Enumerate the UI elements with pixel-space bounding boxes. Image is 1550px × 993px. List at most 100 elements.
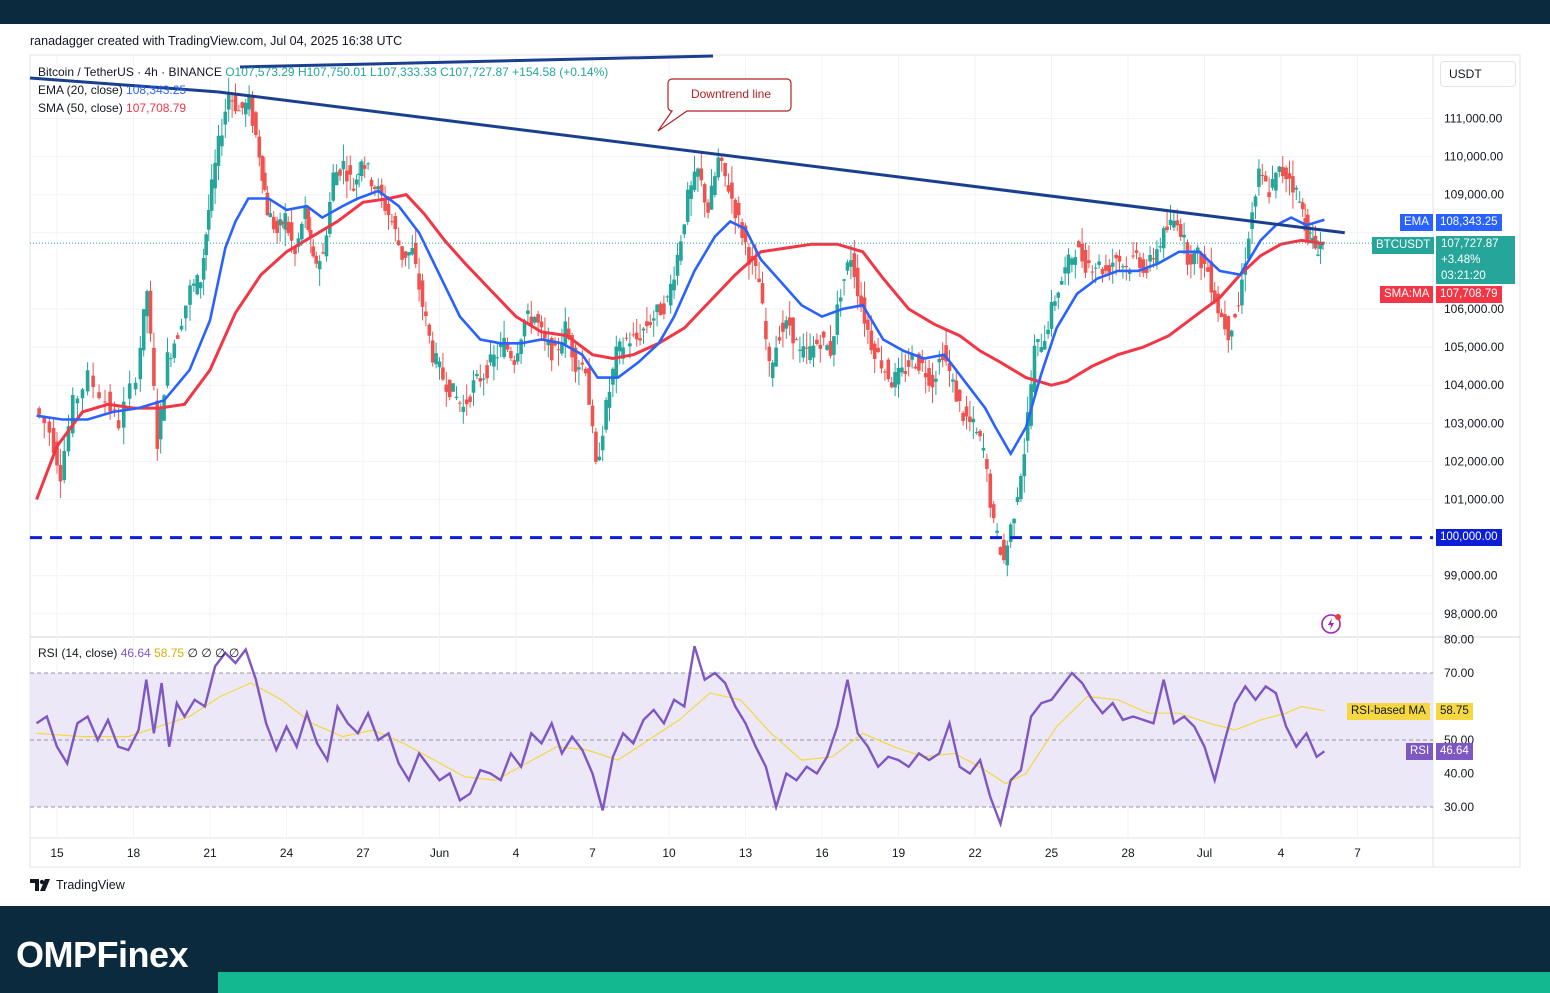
candle-body [940,355,945,361]
candle-body [424,311,428,317]
candle-body [1236,305,1241,307]
candle-body [485,365,489,379]
candle-body [1212,290,1217,302]
candle-body [379,184,384,196]
candle-body [1042,340,1047,350]
candle-body [522,320,527,337]
sma-legend-label: SMA (50, close) [38,101,123,115]
candle-body [968,416,972,422]
candle-body [1185,242,1190,265]
candle-body [917,353,921,371]
candle-body [296,238,301,247]
candle-body [532,316,537,323]
candle-body [351,188,356,191]
candle-body [903,370,908,374]
candle-body [655,304,659,313]
candle-body [777,337,782,341]
candle-body [386,203,391,216]
time-tick-label: 10 [662,846,676,860]
candle-body [1253,196,1258,207]
rsi-tick-label: 80.00 [1444,633,1474,647]
sma-legend-value: 107,708.79 [126,101,187,115]
candle-body [838,297,843,302]
flash-icon[interactable] [1321,614,1341,634]
candle-body [825,345,829,350]
candle-body [369,179,374,187]
candle-body [103,401,107,403]
candle-body [1274,172,1278,191]
candle-body [1223,314,1227,330]
downtrend-line [217,90,1345,235]
candle-body [468,396,472,403]
candle-body [58,465,63,482]
candle-body [188,285,192,305]
candle-body [529,316,534,325]
candle-body [964,406,969,417]
candle-body [645,321,649,327]
candle-body [314,255,319,264]
candle-body [730,182,734,199]
candle-body [331,172,336,201]
candle-body [590,405,595,427]
candle-body [324,235,329,257]
candle-body [179,325,184,330]
price-tick-label: 106,000.00 [1444,302,1504,316]
candle-body [1138,257,1142,268]
sma-value-tag: 107,708.79 [1436,286,1502,303]
time-tick-label: 21 [203,846,217,860]
candle-body [141,309,146,351]
ema-name-tag: EMA [1400,214,1433,231]
candle-body [451,383,455,392]
candle-body [80,389,85,399]
candle-body [1121,266,1125,268]
time-tick-label: 19 [892,846,906,860]
ohlc-low: L107,333.33 [370,65,437,79]
candle-body [747,247,751,265]
candle-body [781,322,785,332]
candle-body [334,172,339,186]
price-tick-label: 105,000.00 [1444,340,1504,354]
candle-body [247,95,251,110]
candle-body [311,246,316,257]
candle-body [1005,545,1010,566]
candle-body [577,367,581,370]
candle-body [240,102,245,109]
rsi-ma-line [36,682,1325,785]
candle-body [1080,243,1084,262]
candle-body [560,342,564,354]
candle-body [230,100,234,102]
candle-body [1015,497,1020,503]
price-tick-label: 102,000.00 [1444,454,1504,468]
candle-body [1141,259,1146,273]
candle-body [1318,244,1323,249]
candle-body [1012,518,1016,524]
time-tick-label: Jul [1197,846,1212,860]
candle-body [549,337,554,361]
candle-body [665,296,670,298]
candle-body [97,392,101,399]
footer-accent-bar [218,972,1550,993]
ema-legend-label: EMA (20, close) [38,83,123,97]
candle-body [594,431,598,462]
candle-body [441,367,445,380]
candle-body [634,332,639,340]
tradingview-logo[interactable]: TradingView [30,878,125,892]
candle-body [1124,266,1129,268]
candle-body [1110,262,1115,267]
candle-body [1151,258,1156,260]
currency-button[interactable]: USDT [1440,61,1516,87]
candle-body [1287,173,1292,179]
candle-body [390,221,394,223]
candle-body [213,162,217,189]
price-chart[interactable]: 111,000.00 110,000.00 109,000.00 106,000.00… [0,0,1550,880]
candle-body [338,169,342,176]
price-tick-label: 104,000.00 [1444,378,1504,392]
candle-body [719,157,724,161]
candle-body [354,179,359,185]
candle-body [444,384,449,392]
candle-body [458,402,462,404]
symbol-title: Bitcoin / TetherUS · 4h · BINANCE [38,65,222,79]
candle-body [1209,261,1214,293]
candle-body [108,391,112,412]
candle-body [1172,220,1176,228]
